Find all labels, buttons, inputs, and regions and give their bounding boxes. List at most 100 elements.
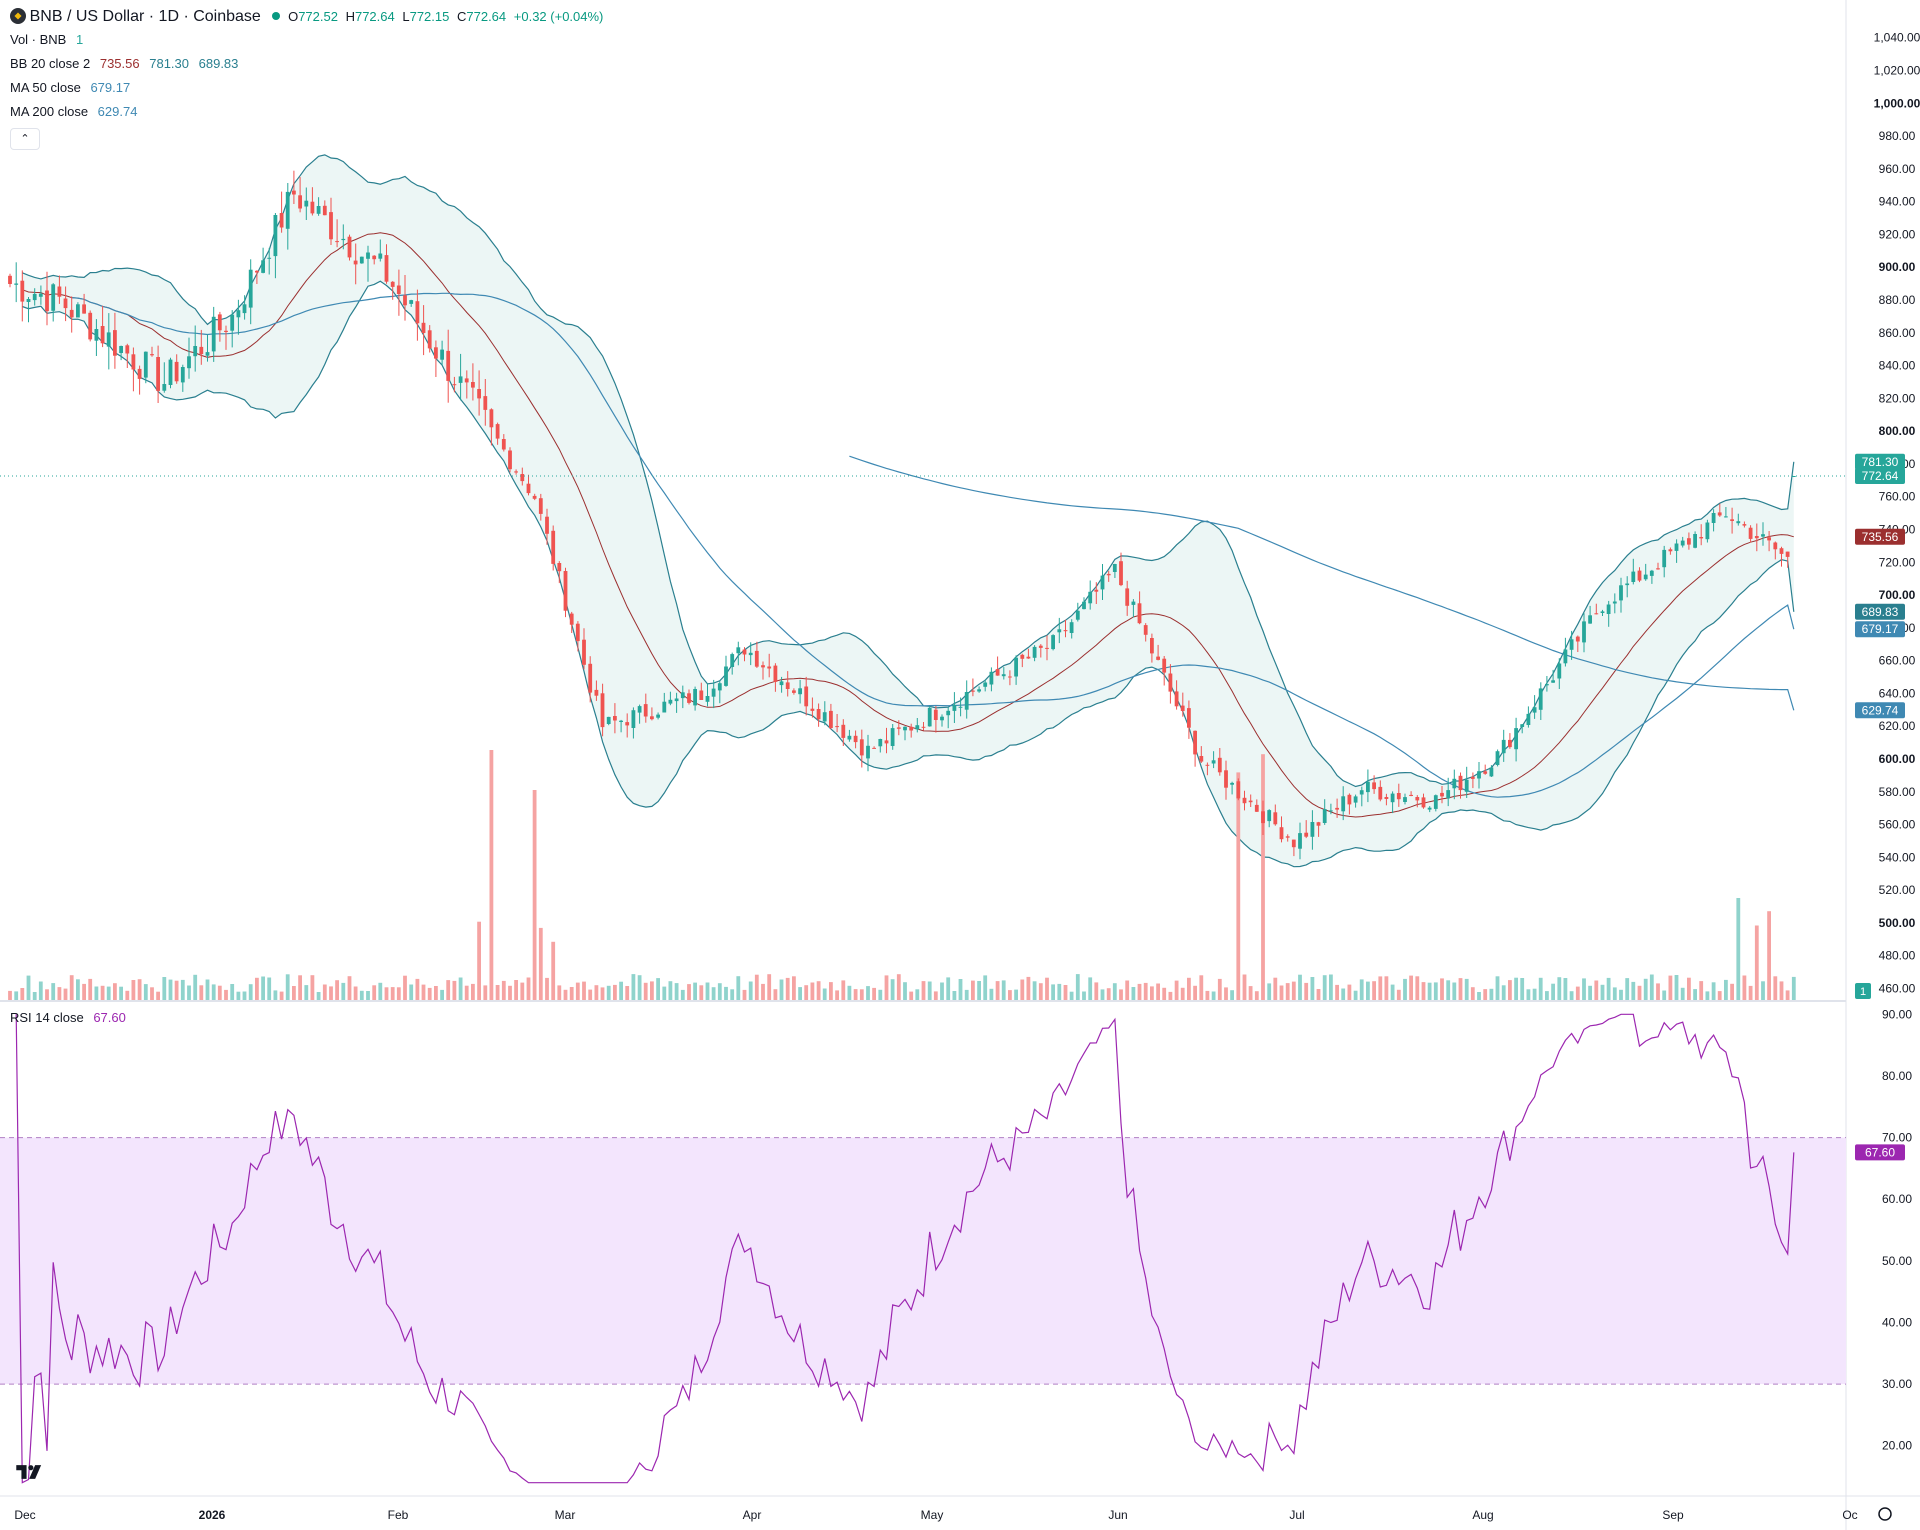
candle-body[interactable] [1378,786,1383,800]
candle-body[interactable] [1440,792,1444,797]
candle-body[interactable] [594,689,599,696]
candle-body[interactable] [532,495,537,499]
candle-body[interactable] [329,212,333,240]
candle-body[interactable] [1131,601,1136,605]
candle-body[interactable] [45,290,49,312]
candle-body[interactable] [1761,534,1765,537]
candle-body[interactable] [1495,751,1500,765]
candle-body[interactable] [915,725,920,730]
tradingview-logo-icon[interactable] [14,1460,46,1484]
candle-body[interactable] [779,681,784,686]
candle-body[interactable] [322,205,327,216]
candle-body[interactable] [674,698,679,702]
candle-body[interactable] [1754,536,1759,539]
candle-body[interactable] [1433,795,1438,809]
candle-body[interactable] [637,706,642,713]
candle-body[interactable] [1446,790,1451,799]
candle-body[interactable] [1464,779,1469,792]
candle-body[interactable] [971,690,975,692]
candle-body[interactable] [933,709,938,720]
candle-body[interactable] [38,293,43,297]
candle-body[interactable] [1187,708,1191,728]
candle-body[interactable] [1180,705,1185,711]
candle-body[interactable] [88,312,93,340]
candle-body[interactable] [730,654,735,667]
candle-body[interactable] [761,665,765,668]
settings-gear-icon[interactable] [1878,1507,1892,1521]
candle-body[interactable] [501,439,506,450]
candle-body[interactable] [600,693,605,728]
candle-body[interactable] [82,304,86,314]
candle-body[interactable] [415,301,420,324]
candle-body[interactable] [1483,771,1488,774]
candle-body[interactable] [1662,549,1667,568]
candle-body[interactable] [187,356,191,369]
candle-body[interactable] [946,710,951,716]
candle-body[interactable] [1742,524,1747,526]
candle-body[interactable] [440,349,444,360]
candle-body[interactable] [717,683,722,691]
candle-body[interactable] [1051,635,1055,650]
candle-body[interactable] [113,330,117,356]
candle-body[interactable] [699,690,704,701]
candle-body[interactable] [1551,680,1555,683]
candle-body[interactable] [1267,810,1272,822]
candle-body[interactable] [347,236,352,258]
candle-body[interactable] [687,693,691,703]
candle-body[interactable] [1026,656,1031,659]
candle-body[interactable] [1094,589,1099,592]
candle-body[interactable] [1088,591,1093,604]
candle-body[interactable] [1514,728,1518,750]
candle-body[interactable] [1520,724,1525,727]
volume-legend[interactable]: Vol · BNB 1 [10,32,83,48]
candle-body[interactable] [792,690,796,693]
candle-body[interactable] [125,345,130,354]
candle-body[interactable] [1508,739,1512,748]
candle-body[interactable] [1396,793,1401,800]
candle-body[interactable] [810,708,815,711]
candle-body[interactable] [1057,629,1062,633]
candle-body[interactable] [106,332,111,347]
candle-body[interactable] [508,450,512,470]
candle-body[interactable] [1668,549,1673,552]
candle-body[interactable] [26,299,31,302]
candle-body[interactable] [224,330,228,332]
candle-body[interactable] [310,201,315,214]
candle-body[interactable] [1038,645,1043,648]
candle-body[interactable] [1588,615,1592,624]
candle-body[interactable] [150,354,154,356]
candle-body[interactable] [1526,713,1531,725]
candle-body[interactable] [1119,561,1123,586]
candle-body[interactable] [1458,775,1463,791]
candle-body[interactable] [1100,575,1105,590]
candle-body[interactable] [853,735,858,743]
candle-body[interactable] [1082,601,1086,610]
candle-body[interactable] [1168,673,1173,692]
candle-body[interactable] [1791,476,1796,477]
candle-body[interactable] [1211,760,1216,764]
candle-body[interactable] [909,726,914,731]
candle-body[interactable] [273,215,278,257]
candle-body[interactable] [742,649,747,655]
candle-body[interactable] [137,368,142,379]
candle-body[interactable] [168,359,173,385]
candle-body[interactable] [199,346,204,355]
candle-body[interactable] [489,409,494,428]
candle-body[interactable] [693,689,697,706]
candle-body[interactable] [545,516,549,534]
candle-body[interactable] [292,190,296,195]
candle-body[interactable] [261,260,265,273]
candle-body[interactable] [680,692,685,699]
candle-body[interactable] [1174,691,1179,707]
candle-body[interactable] [1625,583,1630,586]
candle-body[interactable] [1711,513,1716,523]
candle-body[interactable] [57,286,62,297]
symbol-legend[interactable]: BNB / US Dollar · 1D · Coinbase O772.52 … [10,8,603,25]
candle-body[interactable] [878,739,883,747]
candle-body[interactable] [822,712,827,722]
candle-body[interactable] [378,253,383,259]
candle-body[interactable] [236,310,241,318]
candle-body[interactable] [1045,647,1049,649]
candle-body[interactable] [1619,585,1623,601]
candle-body[interactable] [606,716,611,724]
